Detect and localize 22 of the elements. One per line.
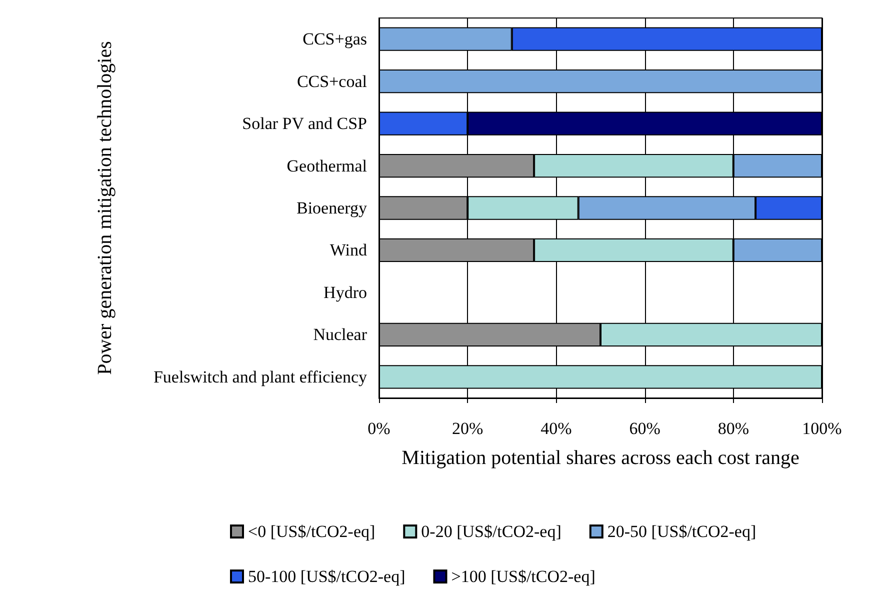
x-axis-title: Mitigation potential shares across each cost range (402, 447, 800, 469)
legend-label: 0-20 [US$/tCO2-eq] (421, 522, 562, 541)
y-tick-label: Fuelswitch and plant efficiency (153, 367, 368, 386)
legend-label: <0 [US$/tCO2-eq] (248, 522, 376, 541)
x-tick-label: 80% (718, 419, 749, 438)
y-tick-label: CCS+coal (296, 72, 368, 91)
y-tick-label: Nuclear (313, 325, 368, 344)
x-tick-label: 100% (802, 419, 842, 438)
legend-label: >100 [US$/tCO2-eq] (451, 567, 596, 586)
y-tick-label: Wind (330, 240, 368, 260)
y-tick-label: Hydro (324, 282, 367, 302)
y-axis-title: Power generation mitigation technologies (94, 40, 116, 375)
y-tick-label: Geothermal (286, 156, 368, 176)
legend-label: 20-50 [US$/tCO2-eq] (607, 522, 756, 541)
x-tick-label: 60% (629, 419, 660, 438)
y-tick-label: Solar PV and CSP (242, 114, 367, 134)
y-tick-label: Bioenergy (296, 198, 368, 218)
x-tick-label: 0% (368, 419, 390, 438)
x-tick-label: 40% (540, 419, 572, 438)
x-tick-label: 20% (452, 419, 484, 438)
legend-label: 50-100 [US$/tCO2-eq] (248, 567, 406, 586)
y-tick-label: CCS+gas (302, 30, 367, 49)
